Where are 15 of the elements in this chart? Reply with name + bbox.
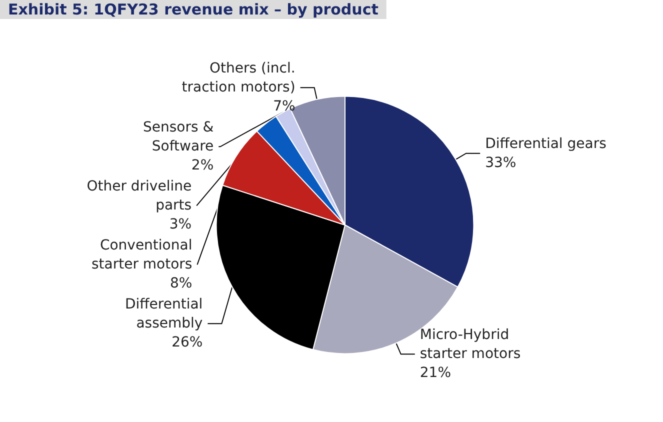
slice-label: Differential gears [485, 136, 606, 152]
data-label: 26% [172, 334, 203, 351]
data-label: 21% [420, 365, 452, 382]
slice-label: Conventional starter motors [91, 238, 192, 273]
slice-label: Other driveline parts [86, 178, 192, 214]
slice-label: Sensors & Software [142, 120, 214, 155]
slice-label: Differential assembly [124, 296, 203, 332]
chart-title: Exhibit 5: 1QFY23 revenue mix – by product [8, 0, 378, 18]
data-label: 3% [169, 216, 192, 233]
data-label: 8% [170, 276, 192, 292]
data-label: 7% [273, 98, 296, 115]
slice-label: Micro-Hybrid starter motors [420, 327, 521, 362]
data-label: 33% [485, 154, 516, 171]
data-label: 2% [191, 158, 214, 174]
slice-label: Others (incl. traction motors) [182, 60, 296, 96]
